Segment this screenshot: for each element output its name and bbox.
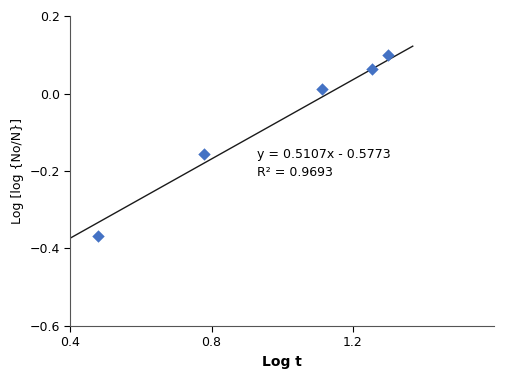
Text: y = 0.5107x - 0.5773
R² = 0.9693: y = 0.5107x - 0.5773 R² = 0.9693	[258, 148, 391, 179]
Point	[384, 52, 392, 58]
Point	[368, 66, 376, 72]
X-axis label: Log t: Log t	[262, 355, 302, 369]
Point	[318, 86, 326, 92]
Y-axis label: Log [log {No/N}]: Log [log {No/N}]	[11, 118, 24, 224]
Point	[93, 233, 102, 239]
Point	[200, 150, 208, 157]
